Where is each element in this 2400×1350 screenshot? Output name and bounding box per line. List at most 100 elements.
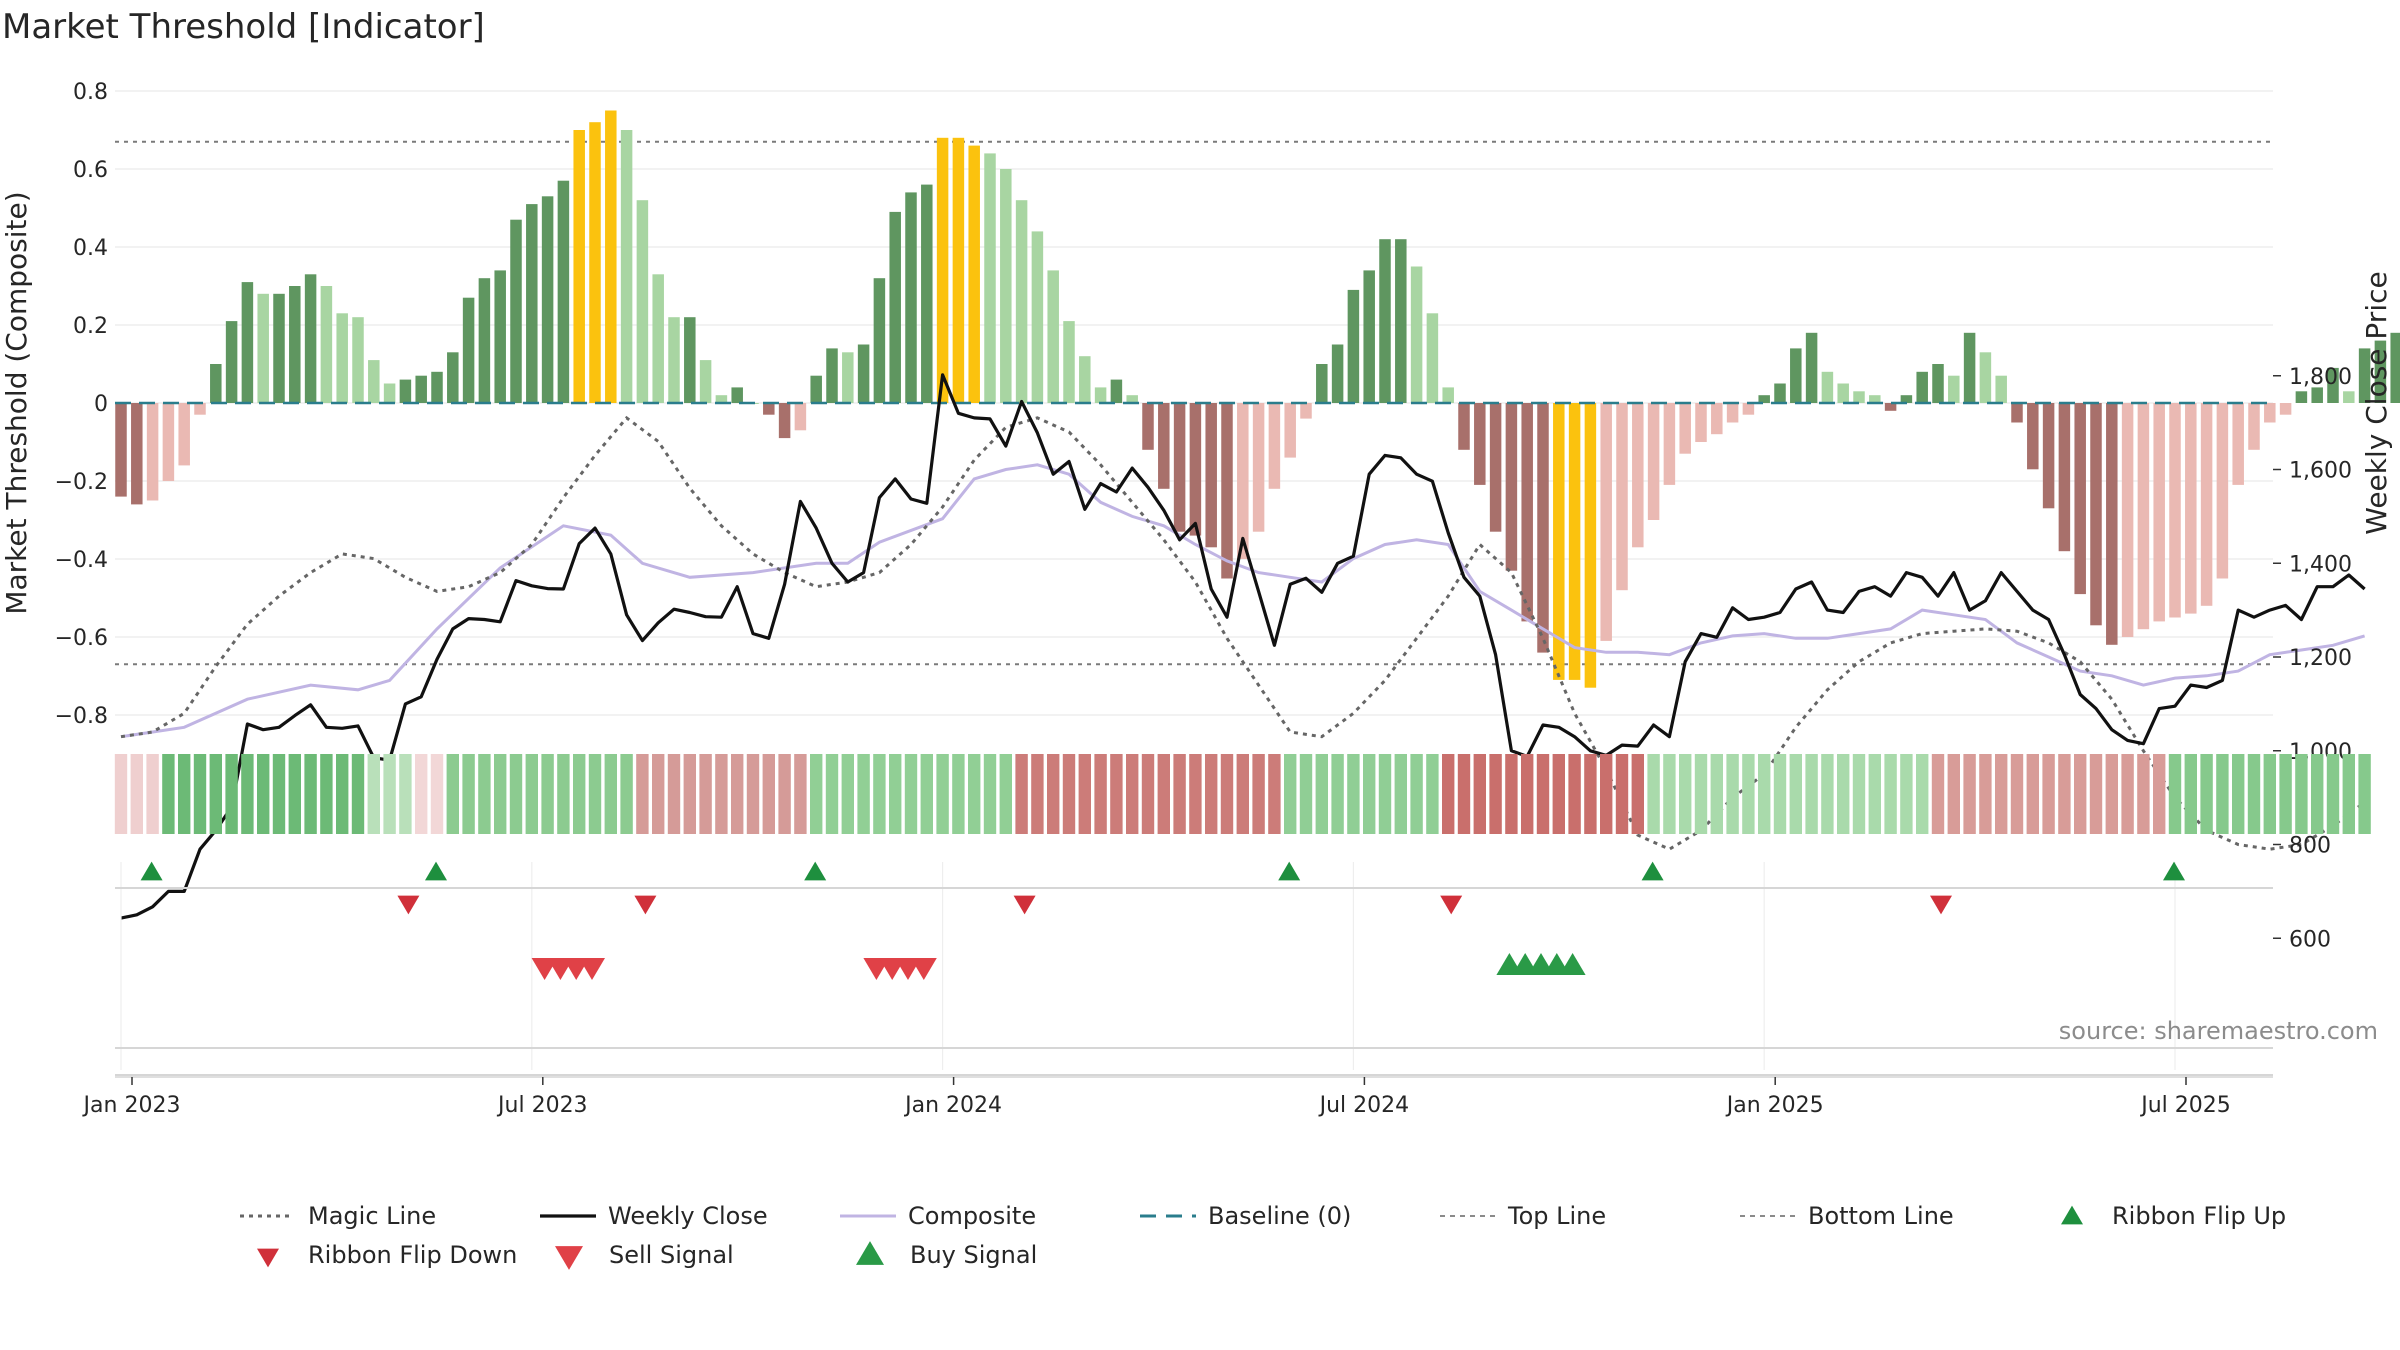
composite-bar — [1063, 321, 1075, 403]
composite-bar — [510, 219, 522, 403]
composite-bar — [2058, 403, 2071, 552]
ribbon-cell — [2168, 754, 2182, 834]
composite-bar — [1474, 403, 1486, 485]
ribbon-cell — [1126, 754, 1139, 834]
ribbon-cell — [1363, 754, 1376, 834]
ribbon-cell — [1489, 754, 1502, 834]
composite-bar — [1489, 403, 1502, 532]
composite-bar — [115, 403, 127, 497]
ribbon-cell — [525, 754, 538, 834]
composite-bar — [352, 317, 364, 403]
composite-bar — [1442, 387, 1454, 403]
composite-bar — [1900, 395, 1913, 403]
composite-bar — [1000, 169, 1012, 403]
ribbon-cell — [1252, 754, 1265, 834]
ribbon-cell — [2042, 754, 2055, 834]
composite-bar — [478, 278, 491, 403]
composite-bar — [1963, 332, 1976, 403]
magic-line — [120, 415, 2366, 851]
ribbon-cell — [1600, 754, 1613, 834]
composite-bar — [399, 379, 412, 403]
ribbon-cell — [873, 754, 886, 834]
x-tick-label: Jan 2023 — [82, 1093, 181, 1118]
signal-panels — [115, 861, 2273, 1076]
ribbon-cell — [351, 754, 365, 834]
composite-bar — [1505, 403, 1518, 571]
x-tick-label: Jul 2023 — [496, 1093, 588, 1118]
legend-item: Magic Line — [240, 1202, 436, 1230]
ribbon-cell — [2121, 754, 2134, 834]
ribbon-cell — [1805, 754, 1818, 834]
composite-bar — [699, 360, 712, 403]
composite-bar — [2248, 403, 2260, 450]
composite-bar — [1347, 289, 1360, 403]
ribbon-cell — [1410, 754, 1423, 834]
ribbon-cell — [1868, 754, 1881, 834]
ribbon-flip-up-marker — [425, 861, 447, 881]
ribbon-cell — [2295, 754, 2308, 834]
legend-item: Top Line — [1440, 1202, 1606, 1230]
legend-item: Ribbon Flip Up — [2061, 1202, 2286, 1230]
composite-bar — [1221, 403, 1233, 579]
composite-bar — [1268, 403, 1281, 489]
composite-bar — [241, 282, 254, 403]
composite-bar — [2090, 403, 2102, 626]
composite-bar — [1173, 403, 1186, 532]
composite-bar — [668, 317, 680, 403]
ribbon-cell — [1094, 754, 1107, 834]
ribbon-cell — [288, 754, 301, 834]
legend-label: Sell Signal — [609, 1241, 734, 1269]
legend-label: Bottom Line — [1808, 1202, 1954, 1230]
ribbon-cell — [2074, 754, 2087, 834]
ribbon-cell — [494, 754, 507, 834]
composite-bar — [1158, 403, 1170, 489]
composite-bar — [146, 403, 159, 501]
ribbon-cell — [1394, 754, 1407, 834]
ribbon-cell — [762, 754, 775, 834]
ribbon-strip — [114, 754, 2371, 834]
ribbon-cell — [1457, 754, 1471, 834]
composite-bar — [383, 383, 396, 403]
ribbon-cell — [462, 754, 475, 834]
composite-bar — [1948, 375, 1960, 403]
composite-bar — [1632, 403, 1644, 548]
ribbon-cell — [367, 754, 380, 834]
ribbon-cell — [320, 754, 333, 834]
ribbon-cell — [1726, 754, 1739, 834]
composite-bar — [1853, 391, 1865, 403]
composite-bar — [2327, 367, 2339, 403]
composite-bar — [605, 110, 617, 403]
composite-bar — [2027, 403, 2039, 470]
ribbon-cell — [399, 754, 412, 834]
composite-bar — [368, 360, 380, 403]
left-tick-label: −0.8 — [55, 704, 108, 729]
ribbon-cell — [2105, 754, 2118, 834]
ribbon-cell — [1047, 754, 1060, 834]
ribbon-flip-down-marker — [1930, 895, 1952, 915]
composite-bar — [1363, 270, 1375, 403]
composite-bar — [2390, 332, 2400, 403]
ribbon-cell — [1268, 754, 1281, 834]
composite-bar — [210, 364, 222, 403]
composite-bar — [2358, 348, 2371, 403]
ribbon-cell — [1710, 754, 1723, 834]
ribbon-cell — [2342, 754, 2355, 834]
composite-bar — [1726, 403, 1739, 423]
source-note: source: sharemaestro.com — [2059, 1017, 2378, 1045]
ribbon-cell — [1979, 754, 1992, 834]
legend-label: Weekly Close — [608, 1202, 768, 1230]
ribbon-cell — [1062, 754, 1076, 834]
composite-bar — [2011, 403, 2023, 423]
ribbon-cell — [2200, 754, 2213, 834]
ribbon-cell — [731, 754, 744, 834]
ribbon-cell — [667, 754, 681, 834]
ribbon-cell — [1426, 754, 1439, 834]
composite-bar — [1916, 371, 1928, 403]
composite-bar — [415, 375, 427, 403]
ribbon-cell — [1157, 754, 1170, 834]
ribbon-cell — [2326, 754, 2340, 834]
right-tick-label: 1,200 — [2289, 646, 2352, 671]
legend-swatch-buy — [856, 1241, 884, 1265]
ribbon-cell — [1331, 754, 1344, 834]
